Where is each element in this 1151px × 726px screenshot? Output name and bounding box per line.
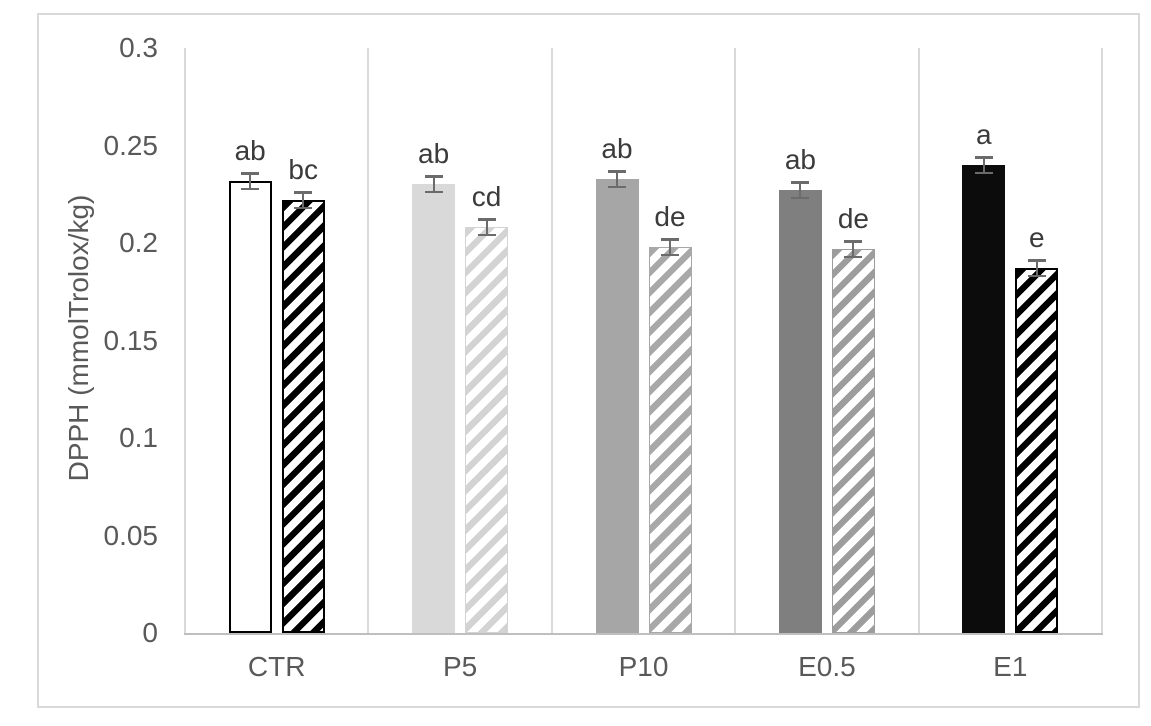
- bar-p5-hatched: [465, 227, 509, 633]
- error-bar-line: [432, 176, 435, 192]
- x-tick-label: E0.5: [798, 651, 856, 682]
- error-bar-cap: [294, 206, 313, 210]
- error-bar-cap: [608, 185, 626, 189]
- y-tick-label: 0.2: [119, 227, 158, 258]
- bar-e1-hatched: [1015, 268, 1059, 633]
- error-bar-cap: [791, 181, 810, 184]
- error-bar-cap: [661, 253, 679, 257]
- significance-label: a: [976, 119, 992, 151]
- x-tick-label: P10: [618, 651, 669, 682]
- error-bar-line: [616, 171, 618, 187]
- error-bar-cap: [424, 175, 443, 178]
- bar-e1-solid: [962, 165, 1006, 633]
- significance-label: ab: [601, 133, 633, 165]
- error-bar-cap: [1027, 274, 1046, 278]
- significance-label: bc: [288, 154, 318, 186]
- chart-frame: [37, 13, 1140, 708]
- error-bar-cap: [791, 196, 810, 200]
- bar-p10-hatched: [648, 247, 692, 633]
- gridline-vertical: [1101, 48, 1103, 633]
- y-tick-label: 0.1: [119, 422, 158, 453]
- bar-e0.5-solid: [778, 190, 822, 633]
- error-bar-line: [982, 157, 985, 173]
- bar-ctr-hatched: [281, 200, 325, 633]
- x-tick-label: CTR: [247, 651, 306, 682]
- bar-e0.5-hatched: [831, 249, 875, 633]
- bar-p10-solid: [595, 179, 639, 633]
- error-bar-cap: [424, 190, 443, 194]
- error-bar-cap: [477, 233, 496, 237]
- error-bar-cap: [241, 172, 260, 175]
- bar-ctr-solid: [228, 181, 272, 633]
- x-tick-label: E1: [993, 651, 1028, 682]
- significance-label: e: [1029, 222, 1045, 254]
- significance-label: ab: [784, 144, 816, 176]
- error-bar-cap: [608, 170, 626, 173]
- significance-label: ab: [234, 135, 266, 167]
- error-bar-cap: [241, 187, 260, 191]
- y-tick-label: 0.15: [103, 324, 159, 356]
- significance-label: ab: [418, 138, 450, 170]
- error-bar-line: [302, 192, 305, 208]
- error-bar-cap: [294, 191, 313, 194]
- error-bar-cap: [844, 240, 863, 243]
- x-tick-label: P5: [442, 651, 478, 682]
- significance-label: cd: [471, 181, 502, 213]
- error-bar-cap: [661, 238, 679, 241]
- y-tick-label: 0.05: [103, 519, 159, 551]
- gridline-vertical: [550, 48, 553, 633]
- error-bar-cap: [477, 218, 496, 221]
- x-axis-line: [184, 633, 1103, 635]
- error-bar-cap: [974, 156, 993, 159]
- significance-label: de: [837, 203, 869, 235]
- error-bar-line: [852, 241, 855, 257]
- gridline-vertical: [917, 48, 920, 633]
- error-bar-line: [799, 182, 802, 198]
- error-bar-line: [249, 173, 252, 189]
- gridline-vertical: [367, 48, 370, 633]
- error-bar-line: [485, 219, 488, 235]
- error-bar-cap: [1027, 259, 1046, 262]
- significance-label: de: [654, 201, 686, 233]
- error-bar-line: [669, 239, 671, 255]
- error-bar-cap: [844, 255, 863, 259]
- error-bar-line: [1035, 260, 1038, 276]
- y-tick-label: 0.25: [103, 129, 159, 161]
- y-tick-label: 0.3: [119, 32, 158, 63]
- gridline-vertical: [734, 48, 737, 633]
- bar-p5-solid: [412, 184, 456, 633]
- gridline-vertical: [184, 48, 186, 633]
- y-tick-label: 0: [142, 617, 158, 648]
- error-bar-cap: [974, 171, 993, 175]
